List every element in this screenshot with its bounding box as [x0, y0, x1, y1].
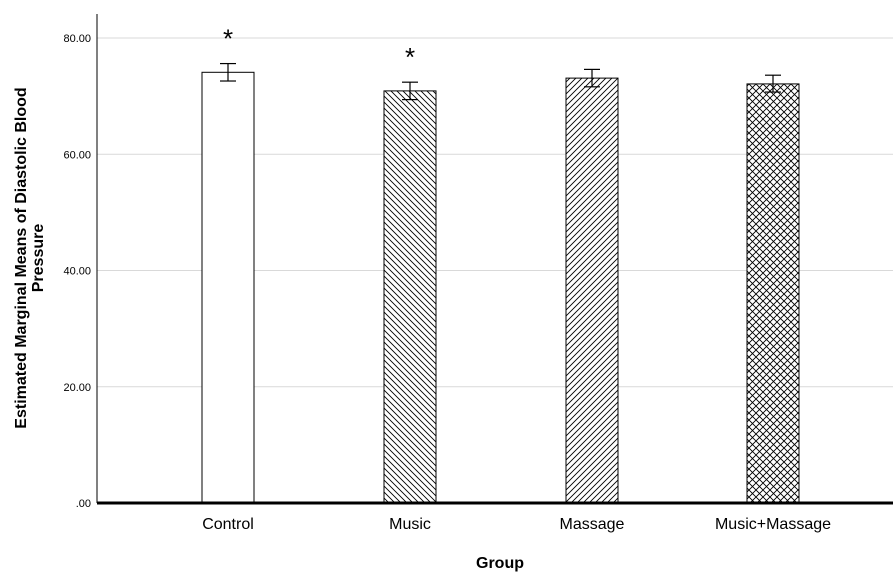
y-tick-label: .00	[76, 498, 91, 510]
y-tick-label: 20.00	[63, 382, 91, 394]
bars	[201, 71, 800, 504]
bar	[383, 90, 437, 504]
x-category-labels: Control Music Massage Music+Massage	[202, 516, 831, 533]
y-tick-label: 60.00	[63, 149, 91, 161]
x-category-label: Control	[202, 516, 254, 533]
x-axis-title: Group	[476, 555, 524, 572]
bar	[746, 83, 800, 504]
y-tick-label: 40.00	[63, 266, 91, 278]
y-tick-label: 80.00	[63, 33, 91, 45]
y-axis-title: Estimated Marginal Means of Diastolic Bl…	[13, 87, 47, 428]
bar	[201, 71, 255, 504]
x-category-label: Music+Massage	[715, 516, 831, 533]
significance-asterisk: *	[223, 24, 233, 54]
y-tick-labels: .00 20.00 40.00 60.00 80.00	[63, 33, 91, 510]
x-category-label: Music	[389, 516, 431, 533]
error-bars	[220, 62, 781, 101]
significance-asterisk: *	[405, 42, 415, 72]
y-axis-title-line-1: Estimated Marginal Means of Diastolic Bl…	[13, 87, 30, 428]
bar	[565, 77, 619, 504]
y-axis-title-line-2: Pressure	[30, 224, 47, 293]
x-category-label: Massage	[560, 516, 625, 533]
significance-marks: **	[223, 24, 415, 73]
